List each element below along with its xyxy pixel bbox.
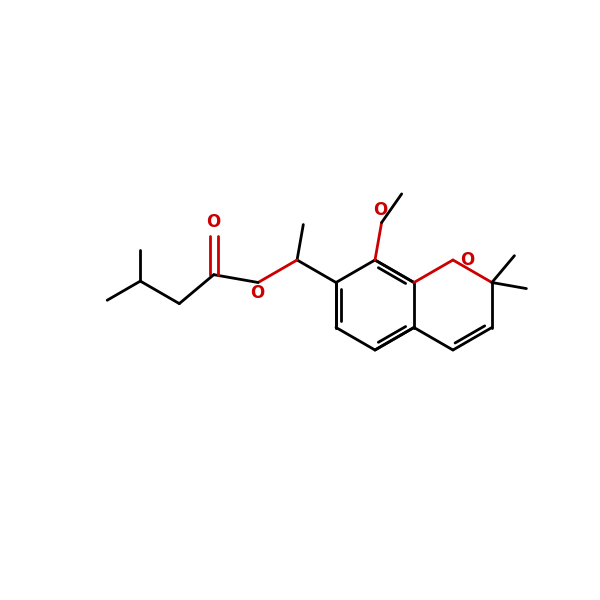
Text: O: O: [206, 214, 220, 232]
Text: O: O: [250, 284, 264, 302]
Text: O: O: [460, 251, 474, 269]
Text: O: O: [373, 200, 388, 218]
